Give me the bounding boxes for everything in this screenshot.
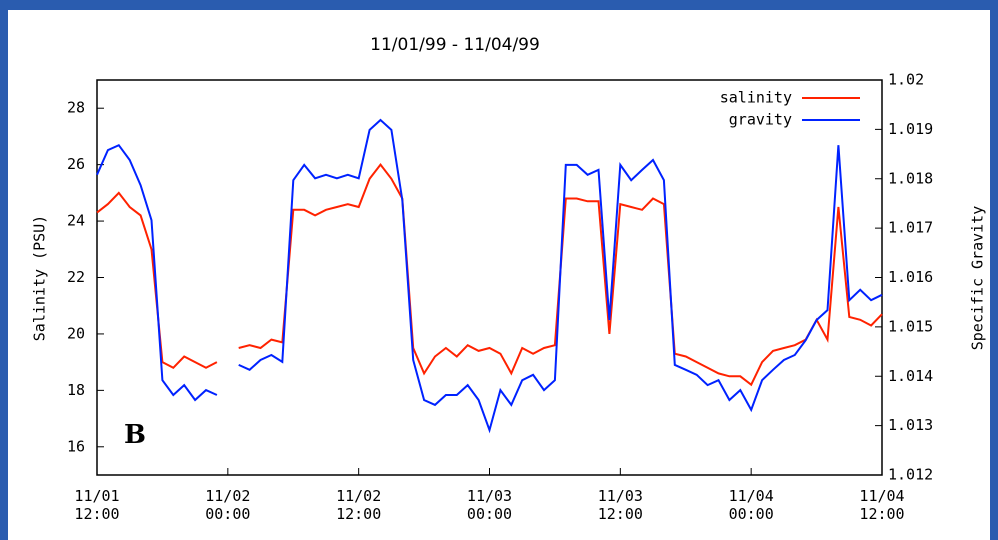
y-tick-label: 22: [67, 268, 85, 286]
x-tick-label: 11/03 12:00: [597, 487, 643, 523]
y2-tick-label: 1.02: [888, 71, 924, 89]
x-tick-label: 11/02 12:00: [336, 487, 382, 523]
legend-label: salinity: [720, 89, 792, 107]
y-tick-label: 24: [67, 212, 85, 230]
y2-tick-label: 1.015: [888, 317, 933, 335]
y-tick-label: 18: [67, 381, 85, 399]
chart-title: 11/01/99 - 11/04/99: [370, 35, 540, 55]
y-tick-label: 16: [67, 437, 85, 455]
y2-tick-label: 1.018: [888, 169, 933, 187]
y2-tick-label: 1.019: [888, 120, 933, 138]
legend-label: gravity: [729, 111, 792, 129]
x-tick-label: 11/02 00:00: [205, 487, 251, 523]
x-tick-label: 11/04 12:00: [859, 487, 905, 523]
y-tick-label: 26: [67, 155, 85, 173]
x-tick-label: 11/04 00:00: [728, 487, 774, 523]
y2-tick-label: 1.014: [888, 367, 933, 385]
x-tick-label: 11/01 12:00: [74, 487, 120, 523]
x-tick-label: 11/03 00:00: [466, 487, 513, 523]
y2-tick-label: 1.013: [888, 416, 933, 434]
y2-axis-label: Specific Gravity: [969, 206, 987, 351]
y2-tick-label: 1.012: [888, 466, 933, 484]
plot-frame: [96, 79, 883, 476]
series-line: [96, 162, 883, 387]
y-axis-label: Salinity (PSU): [31, 215, 49, 341]
y2-tick-label: 1.016: [888, 268, 933, 286]
y-tick-label: 20: [67, 324, 85, 342]
y-tick-label: 28: [67, 99, 85, 117]
annotation: B: [124, 420, 146, 450]
series-line: [96, 118, 883, 434]
y2-tick-label: 1.017: [888, 219, 933, 237]
